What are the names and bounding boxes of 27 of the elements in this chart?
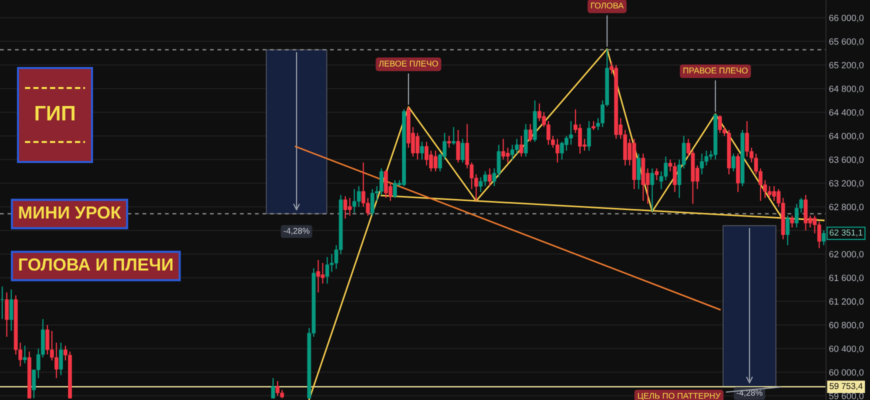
band-label: -4,28% [736,390,762,397]
annotation: ПРАВОЕ ПЛЕЧО [683,68,748,74]
y-tick-label: 61 600,0 [829,274,864,282]
y-tick-label: 62 800,0 [829,204,864,212]
y-tick-label: 63 200,0 [829,180,864,188]
annotation: ГОЛОВА [591,2,624,9]
y-tick-label: 64 000,0 [829,132,864,140]
y-tick-label: 60 800,0 [829,322,864,330]
y-tick-label: 60 400,0 [829,346,864,354]
annotation: ГОЛОВА И ПЛЕЧИ [19,258,172,271]
text: 62 351,1 [830,230,862,237]
y-tick-label: 65 600,0 [829,38,864,46]
y-tick-label: 64 800,0 [829,86,864,94]
annotation: ЛЕВОЕ ПЛЕЧО [378,60,438,67]
band-label: -4,28% [284,228,310,235]
y-tick-label: 66 000,0 [829,14,864,22]
y-tick-label: 61 200,0 [829,298,864,306]
y-tick-label: 64 400,0 [829,109,864,117]
y-tick-label: 63 600,0 [829,156,864,164]
ref-line-label: 59 753,4 [830,383,863,390]
y-tick-label: 65 200,0 [829,62,864,70]
text: МИНИ УРОК [19,206,122,219]
text: ГИП [36,106,74,120]
annotation: ЦЕЛЬ ПО ПАТТЕРНУ [638,392,721,400]
y-tick-label: 59 600,0 [829,392,864,400]
y-tick-label: 60 000,0 [829,369,864,377]
y-tick-label: 62 000,0 [829,251,864,258]
